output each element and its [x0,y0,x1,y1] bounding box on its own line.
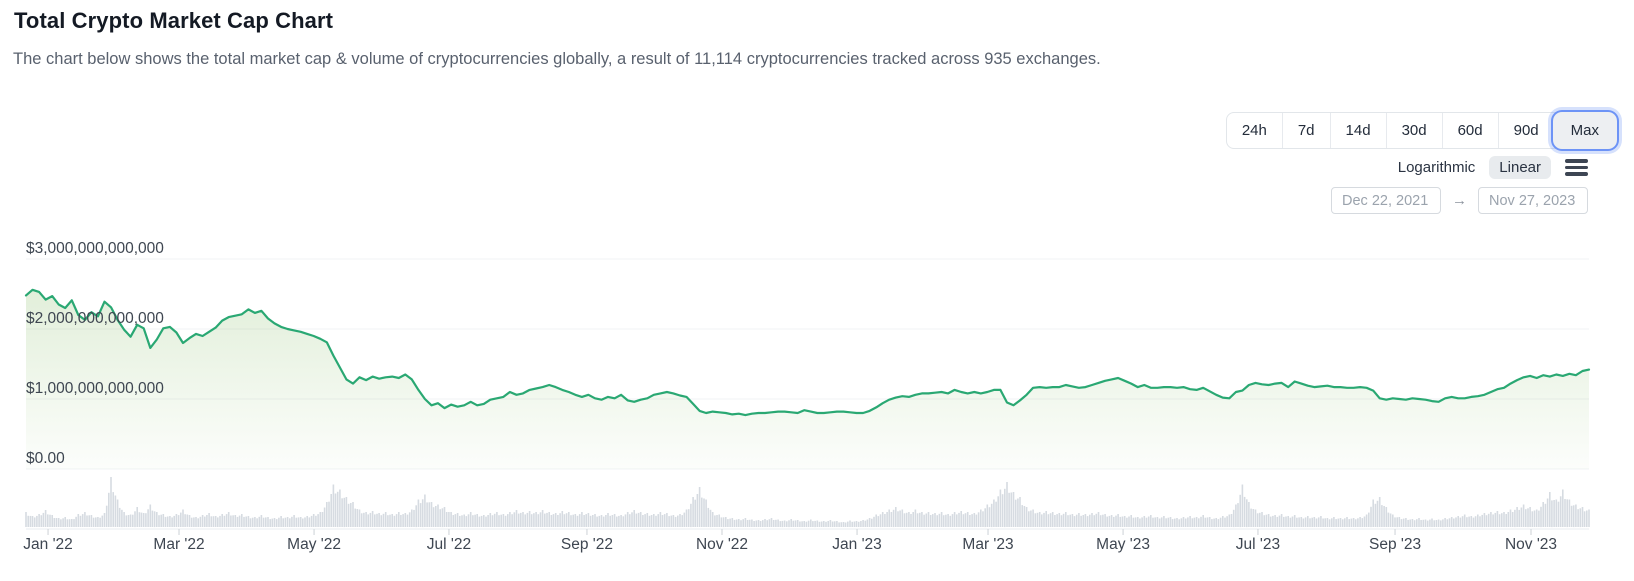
x-axis-label: May '22 [287,536,341,553]
scale-option-logarithmic[interactable]: Logarithmic [1397,159,1476,176]
range-button-24h[interactable]: 24h [1227,113,1282,148]
y-axis-label: $3,000,000,000,000 [26,240,164,257]
range-button-90d[interactable]: 90d [1497,113,1554,148]
hamburger-menu-icon[interactable] [1565,159,1588,176]
x-axis-label: Jan '23 [832,536,882,553]
range-button-60d[interactable]: 60d [1441,113,1498,148]
scale-toggle-row: Logarithmic Linear [1398,156,1588,179]
x-axis-label: Jul '22 [427,536,471,553]
x-axis-label: Mar '22 [153,536,204,553]
x-axis-label: Nov '22 [696,536,748,553]
x-axis-label: Mar '23 [962,536,1013,553]
y-axis-label: $1,000,000,000,000 [26,380,164,397]
x-axis-label: Sep '23 [1369,536,1421,553]
date-range-row: → [1331,187,1588,214]
date-to-input[interactable] [1478,187,1588,214]
y-axis-label: $2,000,000,000,000 [26,310,164,327]
x-axis-label: Jan '22 [23,536,73,553]
range-button-30d[interactable]: 30d [1385,113,1442,148]
x-axis-label: May '23 [1096,536,1150,553]
x-axis-label: Jul '23 [1236,536,1280,553]
x-axis-label: Sep '22 [561,536,613,553]
range-button-7d[interactable]: 7d [1281,113,1330,148]
range-button-max[interactable]: Max [1552,112,1617,149]
page-title: Total Crypto Market Cap Chart [14,8,334,33]
y-axis-label: $0.00 [26,450,65,467]
scale-option-linear[interactable]: Linear [1489,156,1551,179]
date-from-input[interactable] [1331,187,1441,214]
range-button-group: 24h 7d 14d 30d 60d 90d Max [1225,112,1617,149]
page-subtitle: The chart below shows the total market c… [13,50,1101,68]
date-range-arrow-icon: → [1452,192,1467,209]
range-button-14d[interactable]: 14d [1329,113,1386,148]
x-axis-label: Nov '23 [1505,536,1557,553]
